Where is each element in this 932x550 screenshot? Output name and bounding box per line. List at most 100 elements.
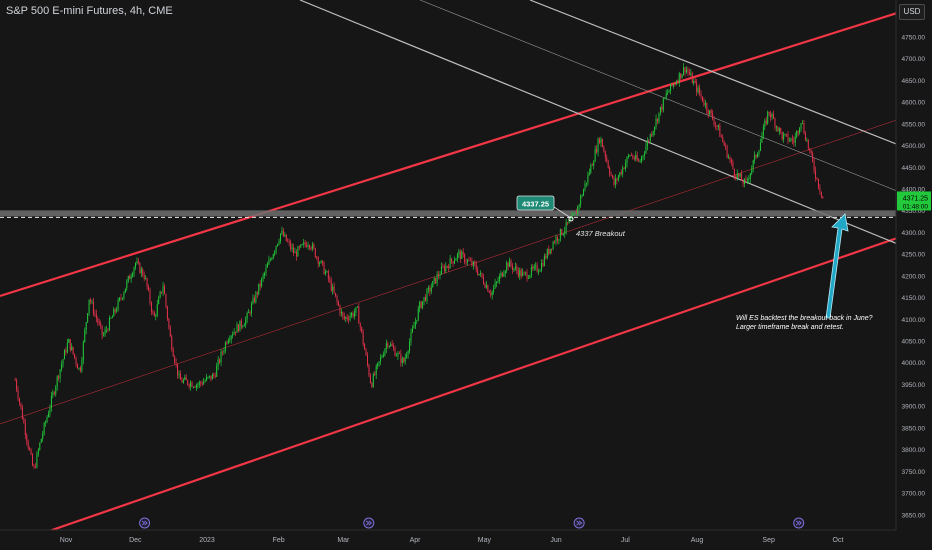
candle-body (458, 251, 460, 254)
candle-body (46, 417, 48, 423)
candle-body (764, 120, 766, 127)
candle-body (784, 133, 786, 135)
candle-body (17, 389, 19, 399)
candle-body (293, 247, 295, 254)
candle-body (514, 266, 516, 269)
candle-body (246, 312, 248, 320)
candle-body (504, 270, 506, 275)
backtest-arrow (825, 213, 849, 319)
candle-body (440, 266, 442, 275)
candle-body (635, 154, 637, 160)
candle-body (84, 330, 86, 342)
candle-body (340, 312, 342, 314)
currency-button[interactable]: USD (899, 4, 925, 20)
candle-body (590, 164, 592, 173)
candle-body (203, 381, 205, 385)
candle-body (809, 148, 811, 151)
candle-body (559, 229, 561, 240)
candle-body (191, 382, 193, 388)
candle-body (380, 357, 382, 362)
candle-body (749, 173, 751, 179)
candle-body (117, 300, 119, 310)
candle-body (72, 346, 74, 354)
candle-body (352, 313, 354, 317)
candle-body (532, 267, 534, 269)
candle-body (411, 328, 413, 333)
candle-body (391, 344, 393, 347)
candle-body (506, 262, 508, 271)
breakout-marker (568, 216, 574, 222)
candle-body (820, 191, 822, 197)
candle-body (533, 266, 535, 269)
candle-body (159, 291, 161, 298)
channel-lower-line (0, 224, 932, 550)
candle-body (665, 93, 667, 98)
candle-body (304, 242, 306, 245)
candle-body (493, 287, 495, 292)
candle-body (651, 134, 653, 136)
candle-body (121, 297, 123, 299)
candle-body (272, 254, 274, 259)
candle-body (420, 301, 422, 308)
last-price-value: 4371.25 (903, 195, 928, 202)
candle-body (27, 441, 29, 448)
candle-body (192, 386, 194, 388)
price-tag-text: 4337.25 (522, 200, 549, 209)
candle-body (322, 260, 324, 263)
x-tick-label: May (478, 537, 492, 544)
candle-body (416, 320, 418, 322)
candle-body (775, 126, 777, 128)
candle-body (330, 280, 332, 291)
y-tick-label: 4150.00 (902, 295, 926, 302)
candle-body (812, 153, 814, 162)
candle-body (465, 262, 467, 263)
candle-body (346, 317, 348, 319)
candle-body (699, 87, 701, 94)
candle-body (569, 218, 571, 221)
candle-body (536, 265, 538, 272)
candle-body (786, 133, 788, 135)
candle-body (137, 261, 139, 263)
candle-body (20, 402, 22, 408)
candle-body (424, 297, 426, 301)
candle-body (111, 316, 113, 319)
candle-body (97, 318, 99, 323)
candle-body (693, 81, 695, 84)
candle-body (314, 248, 316, 258)
candle-body (427, 287, 429, 290)
candle-body (713, 119, 715, 125)
candle-body (659, 106, 661, 113)
candle-body (741, 173, 743, 181)
candle-body (638, 160, 640, 162)
candle-body (335, 292, 337, 297)
candle-body (617, 176, 619, 181)
candle-body (580, 196, 582, 205)
candle-body (168, 318, 170, 328)
candle-body (366, 355, 368, 365)
candle-body (100, 323, 102, 326)
candle-body (510, 260, 512, 266)
candle-body (677, 81, 679, 83)
candle-body (496, 281, 498, 283)
x-tick-label: 2023 (199, 537, 215, 544)
candle-body (134, 263, 136, 268)
x-tick-label: Dec (129, 537, 142, 544)
candle-body (490, 292, 492, 296)
candle-body (33, 465, 35, 468)
candle-body (675, 81, 677, 85)
candle-body (252, 298, 254, 304)
candle-body (39, 442, 41, 450)
candle-body (258, 283, 260, 295)
candle-body (652, 131, 654, 136)
candle-body (374, 374, 376, 375)
candle-body (733, 168, 735, 176)
candle-body (140, 269, 142, 274)
candle-body (696, 82, 698, 93)
candle-body (21, 407, 23, 419)
candle-body (230, 335, 232, 340)
event-icon (139, 517, 151, 529)
candle-body (697, 87, 699, 93)
candle-body (432, 281, 434, 288)
y-tick-label: 3700.00 (902, 491, 926, 498)
